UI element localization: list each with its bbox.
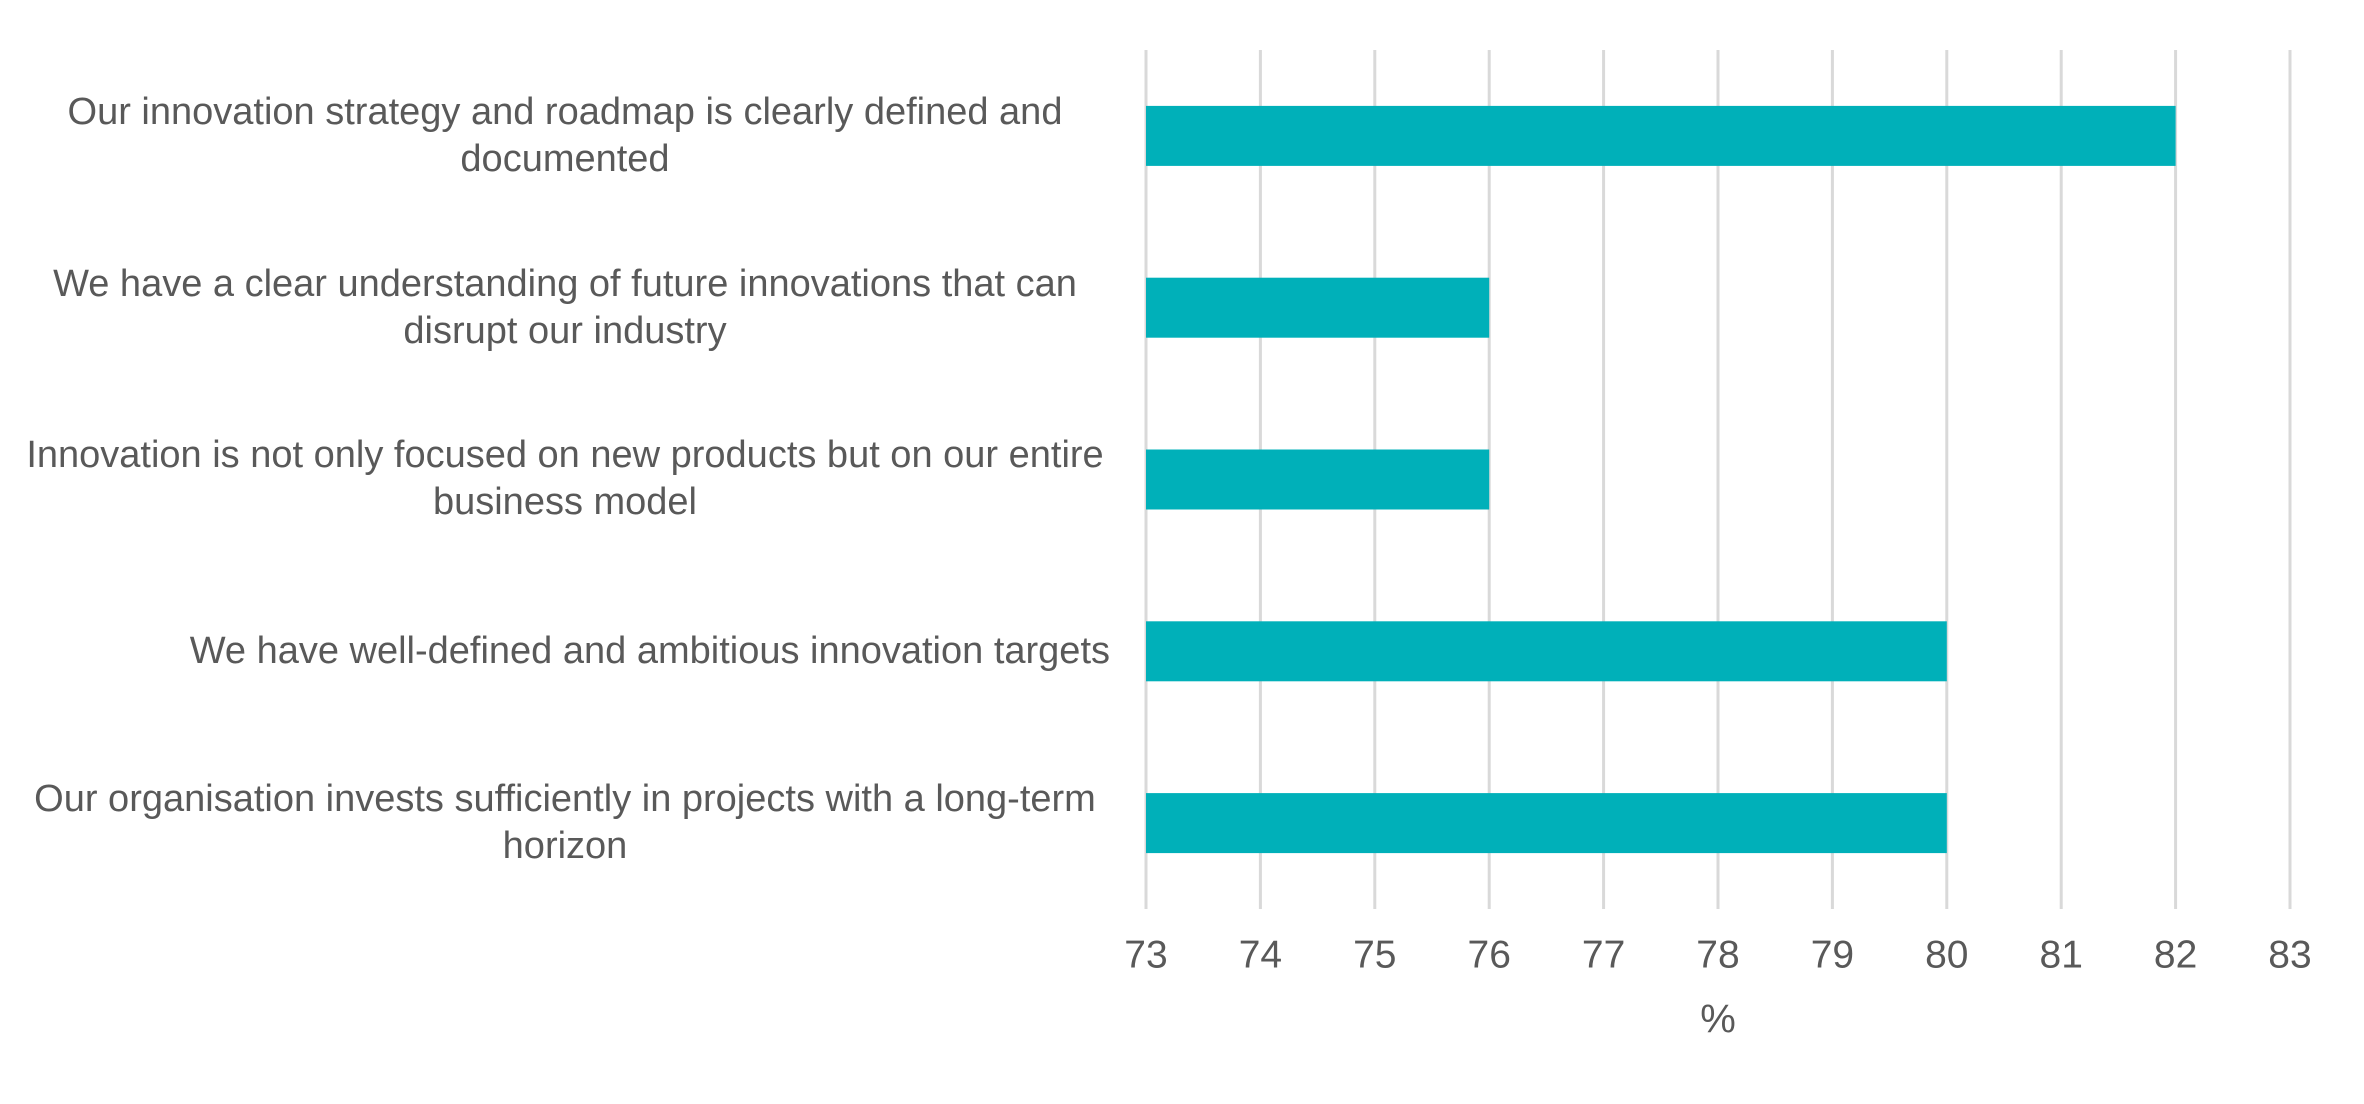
category-label-box: Our innovation strategy and roadmap is c… (10, 50, 1110, 222)
bar (1146, 105, 2176, 166)
bar (1146, 449, 1490, 510)
x-tick-label: 79 (1811, 933, 1854, 976)
x-tick-label: 82 (2154, 933, 2197, 976)
x-tick-label: 75 (1353, 933, 1396, 976)
category-label-box: Innovation is not only focused on new pr… (10, 394, 1110, 566)
x-tick-label: 76 (1468, 933, 1511, 976)
x-tick-label: 74 (1239, 933, 1282, 976)
x-tick-label: 81 (2040, 933, 2083, 976)
category-label-box: Our organisation invests sufficiently in… (10, 737, 1110, 909)
x-tick-label: 83 (2268, 933, 2311, 976)
bar (1146, 793, 1947, 854)
y-tick-label: Innovation is not only focused on new pr… (26, 434, 1104, 524)
y-tick-label: We have a clear understanding of future … (53, 262, 1077, 352)
bar (1146, 277, 1490, 338)
y-tick-label: Our organisation invests sufficiently in… (34, 778, 1096, 868)
x-tick-label: 78 (1696, 933, 1739, 976)
bar (1146, 621, 1947, 682)
category-label-box: We have well-defined and ambitious innov… (10, 565, 1110, 737)
y-tick-label: We have well-defined and ambitious innov… (189, 629, 1110, 672)
y-tick-label: Our innovation strategy and roadmap is c… (67, 90, 1063, 180)
x-axis-label: % (1700, 998, 1736, 1042)
x-tick-label: 73 (1124, 933, 1167, 976)
category-label-box: We have a clear understanding of future … (10, 222, 1110, 394)
x-tick-label: 77 (1582, 933, 1625, 976)
x-tick-label: 80 (1925, 933, 1968, 976)
